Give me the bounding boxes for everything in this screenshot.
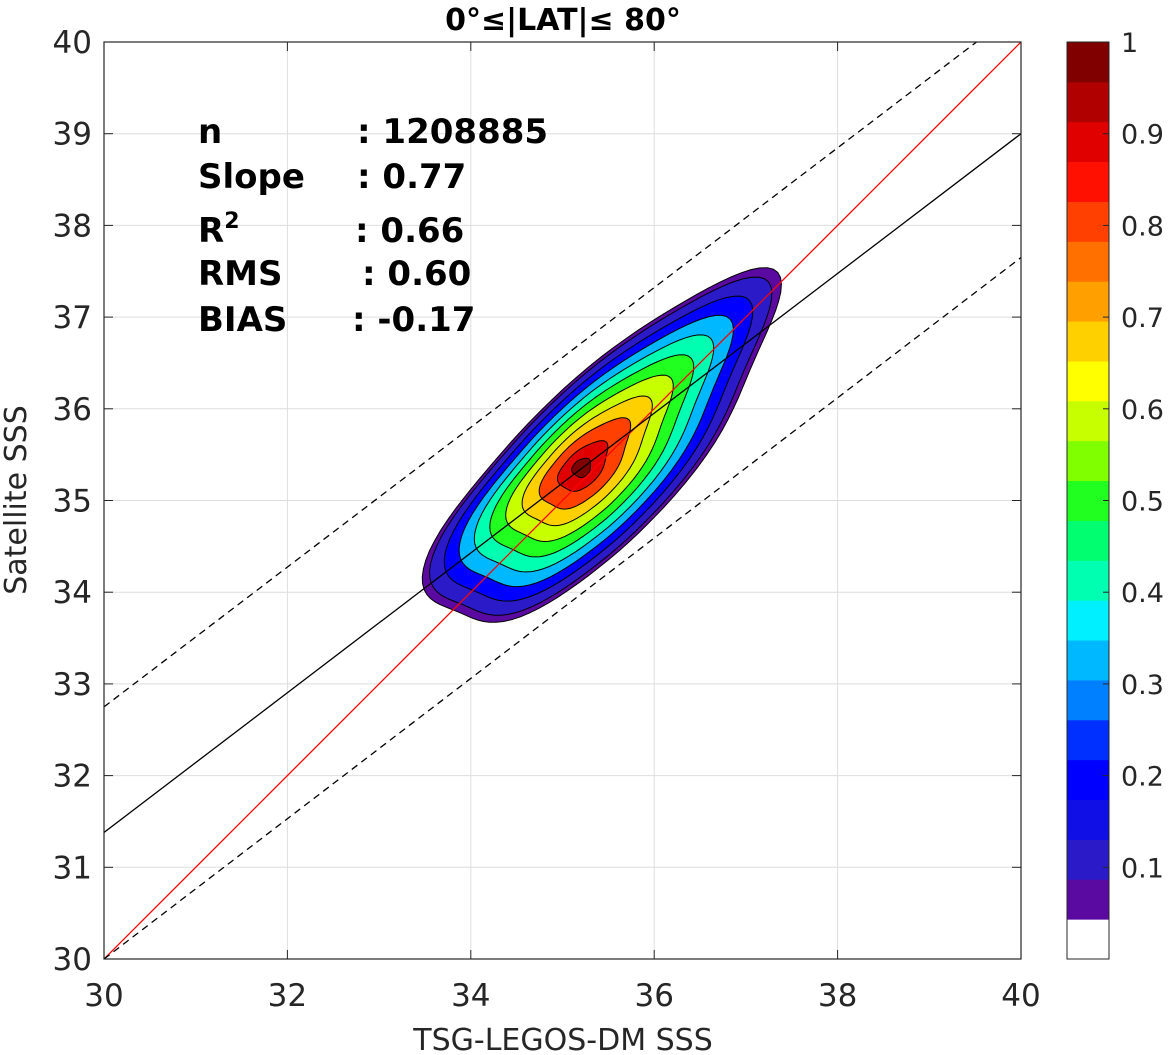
stat-key: n bbox=[198, 112, 222, 152]
y-tick-label: 36 bbox=[53, 392, 92, 428]
colorbar-band bbox=[1067, 321, 1109, 362]
colorbar-band bbox=[1067, 719, 1109, 761]
y-tick-label: 34 bbox=[53, 575, 92, 611]
y-tick-label: 32 bbox=[53, 759, 92, 795]
colorbar-band bbox=[1067, 879, 1109, 920]
y-tick-label: 40 bbox=[53, 25, 92, 61]
y-tick-label: 33 bbox=[53, 667, 92, 703]
colorbar-band bbox=[1067, 679, 1109, 721]
stat-key-superscript: 2 bbox=[224, 209, 239, 234]
y-tick-label: 35 bbox=[53, 484, 92, 520]
stat-value: : -0.17 bbox=[352, 300, 475, 340]
x-tick-label: 30 bbox=[84, 978, 123, 1014]
stat-key: RMS bbox=[198, 254, 283, 294]
colorbar-band bbox=[1067, 400, 1109, 442]
colorbar-band bbox=[1067, 759, 1109, 801]
colorbar-band bbox=[1067, 799, 1109, 840]
line-1-1 bbox=[104, 42, 1021, 959]
colorbar-band bbox=[1067, 440, 1109, 482]
colorbar-tick-label: 0.1 bbox=[1121, 853, 1164, 884]
chart-title: 0°≤|LAT|≤ 80° bbox=[445, 3, 681, 38]
x-axis-label: TSG-LEGOS-DM SSS bbox=[412, 1023, 713, 1055]
stat-value: : 1208885 bbox=[357, 112, 548, 152]
colorbar-band bbox=[1067, 241, 1109, 282]
colorbar-band bbox=[1067, 520, 1109, 561]
stat-key: BIAS bbox=[198, 300, 287, 340]
colorbar-band bbox=[1067, 42, 1109, 83]
colorbar-tick-label: 0.5 bbox=[1121, 487, 1164, 518]
stat-value: : 0.60 bbox=[362, 254, 471, 294]
colorbar-band bbox=[1067, 640, 1109, 681]
colorbar-band bbox=[1067, 201, 1109, 242]
y-tick-label: 30 bbox=[53, 942, 92, 978]
colorbar-tick-label: 0.6 bbox=[1121, 395, 1164, 426]
x-tick-label: 32 bbox=[268, 978, 307, 1014]
colorbar-band bbox=[1067, 121, 1109, 163]
y-tick-label: 38 bbox=[53, 208, 92, 244]
stat-key: Slope bbox=[198, 157, 305, 197]
line-fit- bbox=[104, 42, 978, 708]
colorbar-tick-label: 0.8 bbox=[1121, 211, 1164, 242]
colorbar-band bbox=[1067, 839, 1109, 880]
colorbar-tick-label: 0.2 bbox=[1121, 762, 1164, 793]
regression-lines bbox=[104, 42, 1021, 959]
stat-value: : 0.77 bbox=[357, 157, 466, 197]
colorbar-band bbox=[1067, 81, 1109, 123]
stat-value: : 0.66 bbox=[355, 211, 464, 251]
colorbar-band bbox=[1067, 281, 1109, 322]
y-axis-label: Satellite SSS bbox=[0, 405, 34, 595]
colorbar-tick-label: 0.9 bbox=[1121, 120, 1164, 151]
line-fit- bbox=[104, 256, 1021, 959]
colorbar-tick-label: 0.3 bbox=[1121, 670, 1164, 701]
x-tick-label: 36 bbox=[634, 978, 673, 1014]
colorbar-tick-label: 1 bbox=[1121, 28, 1138, 59]
colorbar-band bbox=[1067, 600, 1109, 641]
colorbar: 0.1 0.2 0.3 0.4 0.5 0.6 0.7 0.8 0.9 1 bbox=[1066, 28, 1164, 960]
colorbar-band bbox=[1067, 161, 1109, 202]
colorbar-band bbox=[1067, 480, 1109, 521]
x-tick-label: 34 bbox=[451, 978, 490, 1014]
line-fit bbox=[104, 133, 1021, 833]
colorbar-band bbox=[1067, 360, 1109, 402]
x-tick-label: 40 bbox=[1001, 978, 1040, 1014]
y-tick-label: 39 bbox=[53, 117, 92, 153]
colorbar-tick-label: 0.7 bbox=[1121, 303, 1164, 334]
y-tick-label: 37 bbox=[53, 300, 92, 336]
x-tick-label: 38 bbox=[818, 978, 857, 1014]
axis-ticks: 30 32 34 36 38 40 30 31 32 33 34 35 36 37 38 39 40 bbox=[53, 25, 1041, 1014]
density-contours bbox=[421, 267, 782, 623]
colorbar-band bbox=[1067, 560, 1109, 601]
colorbar-tick-label: 0.4 bbox=[1121, 578, 1164, 609]
colorbar-band bbox=[1067, 919, 1109, 960]
y-tick-label: 31 bbox=[53, 850, 92, 886]
